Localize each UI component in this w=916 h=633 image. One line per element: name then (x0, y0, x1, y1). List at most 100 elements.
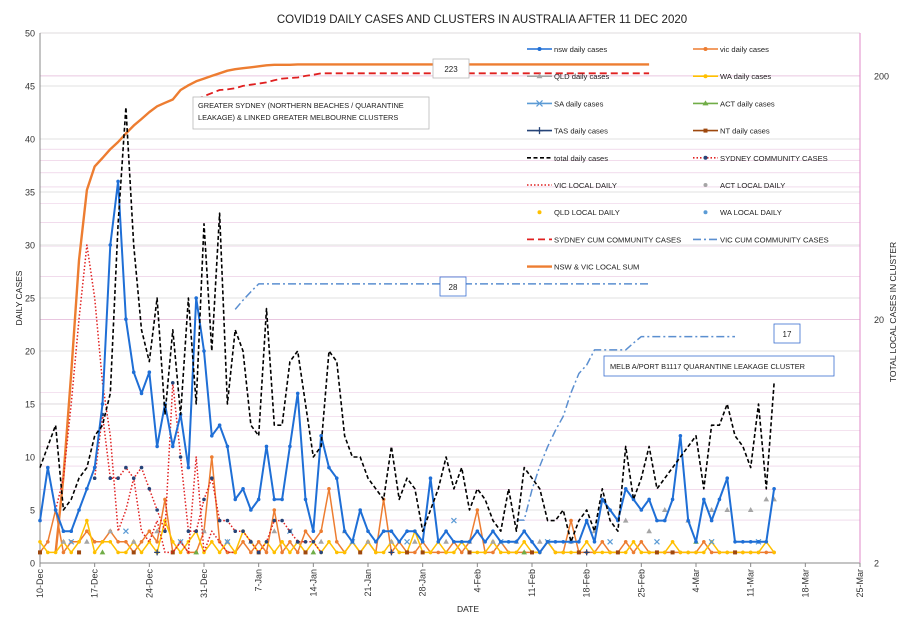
data-point-nsw-daily-cases (592, 540, 597, 544)
data-point-vic-daily-cases (147, 529, 152, 533)
data-point-wa-daily-cases (686, 550, 690, 555)
data-point-tas-daily-cases (388, 549, 395, 556)
data-point-nsw-daily-cases (772, 487, 776, 491)
data-point-wa-daily-cases (702, 550, 706, 555)
data-point-nsw-daily-cases (46, 465, 50, 470)
data-point-vic-daily-cases (256, 540, 261, 544)
data-point-nsw-daily-cases (584, 518, 589, 523)
data-point-qld-daily-cases (201, 528, 207, 534)
data-point-nsw-daily-cases (217, 423, 222, 428)
data-point-nsw-daily-cases (374, 540, 378, 544)
legend-item: NSW & VIC LOCAL SUM (527, 263, 639, 272)
data-point-sydney-community-cases (288, 529, 292, 533)
data-point-nsw-daily-cases (186, 465, 191, 470)
data-point-vic-daily-cases (249, 550, 253, 555)
data-point-nsw-daily-cases (233, 497, 238, 502)
data-point-nsw-daily-cases (608, 508, 612, 512)
data-point-qld-daily-cases (318, 538, 324, 544)
data-point-sydney-community-cases (233, 529, 238, 533)
data-point-qld-daily-cases (646, 528, 652, 534)
annotation-box-melb (603, 355, 835, 377)
data-point-nsw-daily-cases (764, 540, 769, 544)
series-layer (38, 63, 777, 556)
data-point-wa-daily-cases (717, 550, 722, 555)
annotation-text-sydney: LEAKAGE) & LINKED GREATER MELBOURNE CLUS… (198, 113, 398, 122)
data-point-wa-daily-cases (631, 540, 636, 544)
data-point-wa-daily-cases (77, 540, 81, 544)
legend-label: ACT daily cases (720, 99, 775, 108)
data-point-nsw-daily-cases (553, 540, 558, 544)
legend-item: VIC CUM COMMUNITY CASES (693, 235, 829, 244)
data-point-nsw-daily-cases (389, 529, 394, 533)
legend-label: vic daily cases (720, 45, 769, 54)
data-point-vic-daily-cases (702, 540, 706, 544)
data-point-nsw-daily-cases (53, 508, 58, 512)
data-point-vic-daily-cases (155, 540, 159, 544)
data-point-nt-daily-cases (654, 550, 659, 555)
data-point-nsw-daily-cases (350, 540, 355, 544)
data-point-sydney-community-cases (116, 476, 120, 481)
legend-label: SA daily cases (554, 99, 604, 108)
y-tick-label: 0 (30, 559, 35, 569)
data-point-nsw-daily-cases (623, 487, 628, 491)
annotation-layer: GREATER SYDNEY (NORTHERN BEACHES / QUARA… (192, 58, 835, 377)
data-point-wa-daily-cases (623, 550, 628, 555)
data-point-sa-daily-cases (404, 538, 410, 545)
data-point-wa-daily-cases (272, 550, 277, 555)
legend-item: WA daily cases (693, 72, 771, 81)
x-tick-label: 28-Jan (418, 569, 428, 597)
x-tick-label: 21-Jan (363, 569, 373, 597)
data-point-wa-daily-cases (334, 550, 339, 555)
data-point-wa-daily-cases (584, 540, 589, 544)
y-tick-label: 20 (25, 347, 35, 357)
x-tick-label: 18-Feb (582, 569, 592, 598)
data-point-wa-daily-cases (592, 550, 597, 555)
data-point-nt-daily-cases (131, 550, 136, 555)
data-point-tas-daily-cases (154, 549, 161, 556)
data-point-wa-daily-cases (483, 550, 487, 555)
data-point-nsw-daily-cases (413, 529, 417, 533)
legend-item: ACT LOCAL DAILY (703, 181, 785, 190)
data-point-nsw-daily-cases (655, 518, 659, 523)
legend-item: SA daily cases (527, 99, 604, 108)
data-point-nsw-daily-cases (334, 476, 339, 481)
data-point-qld-daily-cases (60, 538, 67, 544)
data-point-vic-daily-cases (436, 550, 441, 555)
data-point-vic-daily-cases (709, 550, 714, 555)
data-point-nsw-daily-cases (131, 370, 136, 375)
data-point-nsw-daily-cases (514, 540, 519, 544)
data-point-nsw-daily-cases (686, 518, 690, 523)
data-point-wa-daily-cases (428, 550, 433, 555)
y-tick-label: 35 (25, 188, 35, 198)
legend-label: nsw daily cases (554, 45, 607, 54)
data-point-qld-daily-cases (130, 538, 137, 544)
annotation-text-223: 223 (444, 65, 458, 74)
data-point-nsw-daily-cases (272, 497, 277, 502)
legend-marker (536, 99, 543, 107)
legend-label: ACT LOCAL DAILY (720, 181, 785, 190)
annotation-box-28 (439, 276, 467, 297)
data-point-sydney-community-cases (124, 465, 128, 470)
x-tick-label: 25-Mar (855, 569, 865, 598)
data-point-sydney-community-cases (147, 487, 152, 491)
data-point-wa-daily-cases (748, 550, 753, 555)
annotation-text-melb: MELB A/PORT B1117 QUARANTINE LEAKAGE CLU… (610, 362, 805, 371)
data-point-nsw-daily-cases (670, 497, 675, 502)
data-point-nsw-daily-cases (600, 497, 605, 502)
legend-marker (703, 210, 708, 215)
data-point-nsw-daily-cases (748, 540, 753, 544)
legend-item: SYDNEY CUM COMMUNITY CASES (527, 235, 681, 244)
data-point-vic-daily-cases (413, 550, 417, 555)
data-point-wa-daily-cases (670, 540, 675, 544)
x-tick-label: 11-Feb (527, 569, 537, 597)
series-line-vic-cum-community-cases (234, 283, 650, 310)
data-point-sydney-community-cases (225, 518, 230, 523)
data-point-tas-daily-cases (583, 549, 590, 556)
data-point-wa-daily-cases (178, 550, 183, 555)
x-tick-label: 14-Jan (308, 569, 318, 597)
legend-label: TAS daily cases (554, 127, 608, 136)
legend-label: NSW & VIC LOCAL SUM (554, 263, 639, 272)
data-point-sydney-community-cases (178, 455, 183, 459)
series-line-total-daily-cases (39, 106, 775, 543)
